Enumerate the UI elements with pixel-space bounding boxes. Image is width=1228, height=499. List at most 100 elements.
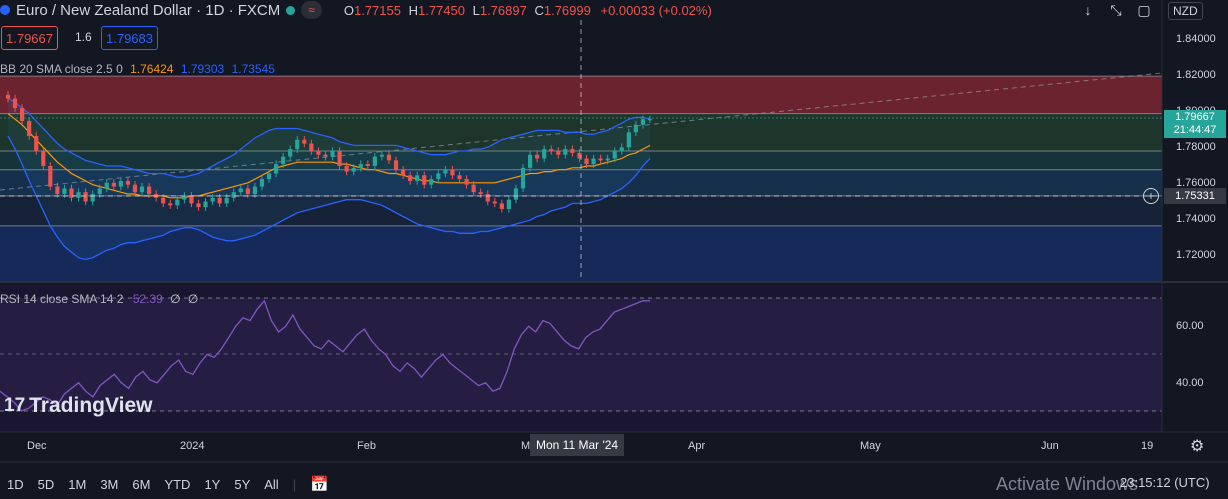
timeframe-5y[interactable]: 5Y [234,476,251,492]
rsi-pane [0,282,1162,432]
candle-body [189,195,194,204]
candle-body [429,179,434,185]
candle-body [605,158,610,161]
candle-body [252,186,258,195]
approx-icon: ≈ [301,1,322,19]
buy-price[interactable]: 1.79683 [101,26,158,50]
candle-body [457,175,462,180]
candle-body [97,188,102,195]
currency-label[interactable]: NZD [1168,2,1203,20]
candle-body [83,192,88,202]
candle-body [527,154,533,168]
candle-body [281,156,286,165]
candle-body [309,143,314,151]
bb-lower-value: 1.73545 [231,62,275,76]
time-tick: Feb [357,440,376,452]
candle-body [259,179,265,187]
price-tick: 1.74000 [1176,213,1216,225]
candle-body [5,94,11,99]
bb-upper-line [7,98,651,178]
utc-clock[interactable]: 23:15:12 (UTC) [1120,475,1210,490]
rsi-value: 52.39 [132,292,163,306]
candle-body [408,175,413,181]
price-tick: 1.78000 [1176,141,1216,153]
candle-body [577,152,582,159]
candle-body [436,173,441,180]
time-tick: Jun [1041,440,1059,452]
candle-body [302,139,307,144]
timeframe-1d[interactable]: 1D [7,476,24,492]
candle-body [27,121,32,137]
timeframe-1m[interactable]: 1M [68,476,87,492]
add-alert-icon[interactable]: + [1143,188,1159,204]
candle-body [231,192,236,198]
symbol-icon [0,5,10,15]
timeframe-3m[interactable]: 3M [100,476,119,492]
arrow-down-icon[interactable]: ↓ [1084,2,1092,18]
candle-body [41,151,46,166]
candle-body [111,182,116,187]
bb-fill [8,98,650,260]
rsi-tick: 40.00 [1176,377,1204,389]
candle-body [62,188,67,195]
candle-body [323,154,328,157]
candle-body [337,151,342,166]
candle-body [20,107,25,122]
timeframe-ytd[interactable]: YTD [164,476,191,492]
price-tick: 1.72000 [1176,249,1216,261]
candle-body [330,151,335,157]
symbol-title[interactable]: Euro / New Zealand Dollar · 1D · FXCM [16,1,281,19]
candle-body [90,194,95,202]
candle-body [139,186,145,193]
candle-body [217,197,222,204]
time-tick: Apr [688,440,706,452]
candle-body [245,188,250,195]
candle-body [147,186,152,195]
candle-body [464,179,469,185]
candle-body [224,197,229,204]
collapse-icon[interactable]: ⤡ [1110,1,1122,18]
rsi-legend[interactable]: RSI 14 close SMA 14 2 52.39 ∅ ∅ [0,292,199,306]
bb-lower-line [7,135,651,261]
candle-body [132,184,138,193]
rsi-path [0,299,650,412]
trendline [0,72,1163,191]
window-icon[interactable]: ▢ [1137,1,1151,18]
timeframe-5d[interactable]: 5D [37,476,55,492]
timeframe-1y[interactable]: 1Y [204,476,221,492]
candle-body [69,188,74,198]
candle-body [492,201,497,204]
change-value: +0.00033 (+0.02%) [600,2,712,18]
bb-legend[interactable]: BB 20 SMA close 2.5 0 1.76424 1.79303 1.… [0,62,275,76]
candle-body [175,199,180,206]
rsi-tick: 60.00 [1176,320,1204,332]
settings-gear-icon[interactable]: ⚙ [1190,438,1205,455]
candle-body [542,149,547,159]
timeframe-all[interactable]: All [264,476,279,492]
candle-body [182,195,187,200]
candle-body [570,149,575,153]
candle-body [520,167,526,189]
candle-body [358,164,363,168]
candle-body [619,147,624,151]
bollinger-bands [7,98,651,261]
sell-price[interactable]: 1.79667 [1,26,58,50]
candle-body [55,186,60,195]
candle-body [513,188,519,200]
timeframe-6m[interactable]: 6M [132,476,151,492]
ohlc-values: O1.77155 H1.77450 L1.76897 C1.76999 +0.0… [343,2,712,18]
candle-body [471,184,476,193]
candle-body [640,119,646,125]
top-toolbar: ↓ ⤡ ▢ [1076,0,1156,20]
price-tick: 1.84000 [1176,33,1216,45]
tradingview-logo-icon: 17 [4,395,26,416]
candle-body [273,164,279,174]
candle-body [478,192,483,195]
candle-body [499,203,504,210]
chart-header: Euro / New Zealand Dollar · 1D · FXCM ≈ … [0,0,712,20]
date-range-icon[interactable]: 📅 [310,476,329,493]
candle-body [104,182,109,189]
market-status-icon [286,5,296,15]
candle-body [450,169,455,176]
